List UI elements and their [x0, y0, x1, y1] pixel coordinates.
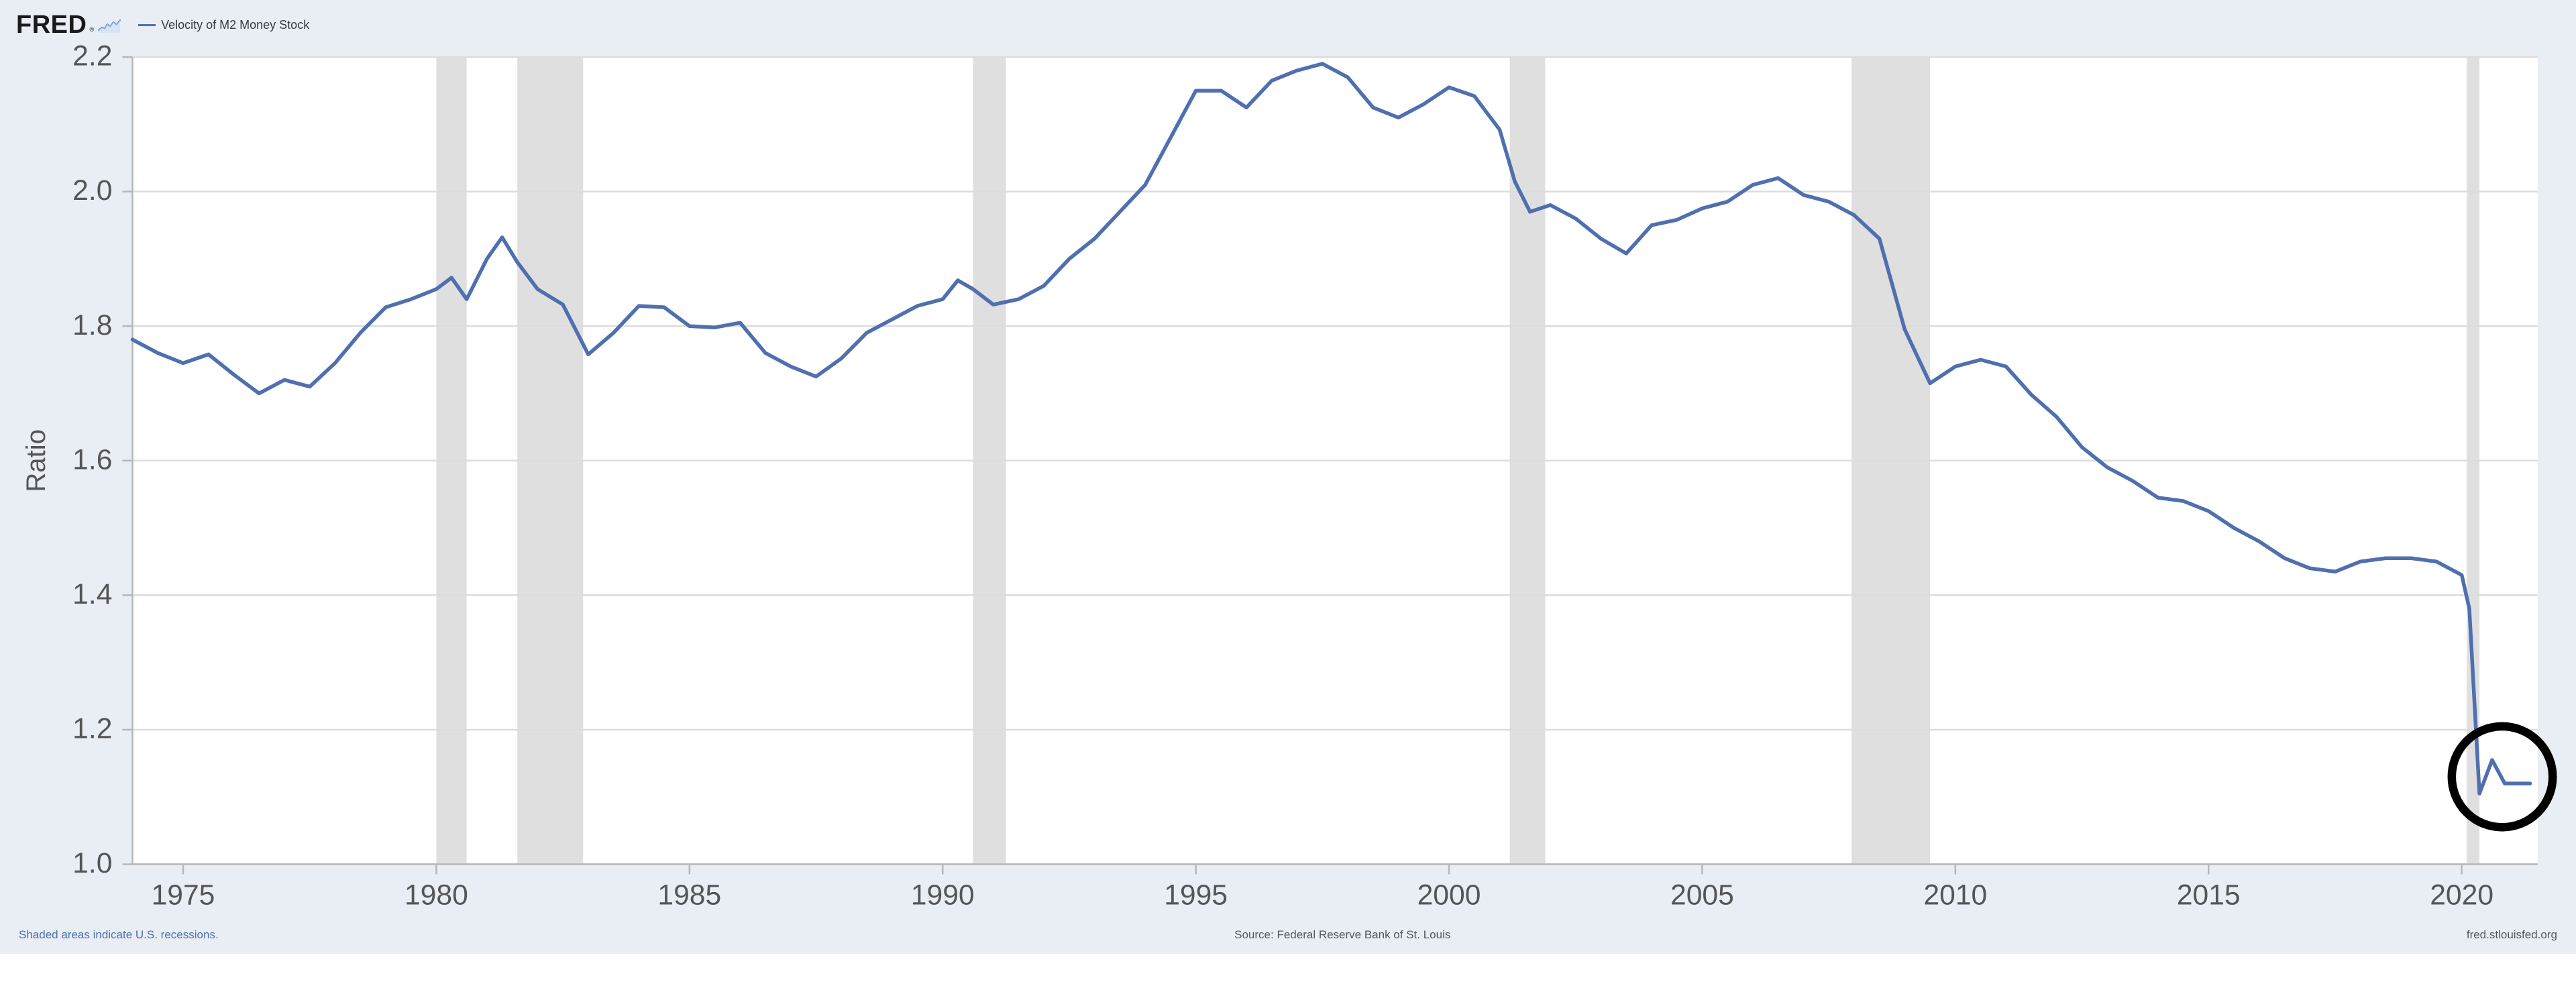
xtick-label: 1990: [911, 879, 975, 912]
yaxis-title: Ratio: [21, 429, 51, 492]
ytick-label: 2.0: [72, 174, 112, 207]
footer-source: Source: Federal Reserve Bank of St. Loui…: [1234, 928, 1450, 942]
xtick-label: 1980: [405, 879, 468, 912]
ytick-label: 2.2: [72, 44, 112, 72]
xtick-label: 1975: [152, 879, 215, 912]
xtick-label: 1985: [657, 879, 721, 912]
ytick-label: 1.2: [72, 712, 112, 745]
fred-trademark: ®: [89, 26, 94, 33]
chart-header: FRED ® Velocity of M2 Money Stock: [15, 9, 2561, 44]
xtick-label: 2000: [1417, 879, 1481, 912]
chart-svg: 1.0 1.2 1.4 1.6 1.8 2.0 2.2 1975 1980 1985 1990 199…: [15, 44, 2561, 922]
ytick-label: 1.0: [72, 847, 112, 879]
legend-swatch: [138, 24, 156, 26]
chart-area: 1.0 1.2 1.4 1.6 1.8 2.0 2.2 1975 1980 1985 1990 199…: [15, 44, 2561, 922]
chart-legend: Velocity of M2 Money Stock: [138, 18, 309, 32]
xtick-label: 1995: [1164, 879, 1228, 912]
fred-spark-icon: [98, 18, 121, 33]
xtick-label: 2010: [1923, 879, 1987, 912]
fred-logo: FRED ®: [16, 11, 121, 40]
chart-footer: Shaded areas indicate U.S. recessions. S…: [15, 922, 2561, 942]
legend-series-label: Velocity of M2 Money Stock: [161, 18, 309, 32]
footer-note-recessions: Shaded areas indicate U.S. recessions.: [19, 928, 219, 942]
ytick-label: 1.8: [72, 309, 112, 341]
ytick-label: 1.4: [72, 578, 112, 610]
xtick-label: 2015: [2177, 879, 2241, 912]
xtick-label: 2020: [2430, 879, 2493, 912]
footer-site: fred.stlouisfed.org: [2467, 928, 2557, 942]
page-root: FRED ® Velocity of M2 Money Stock 1.0 1.2…: [0, 0, 2576, 954]
ytick-label: 1.6: [72, 443, 112, 476]
xtick-label: 2005: [1670, 879, 1734, 912]
fred-logo-text: FRED: [16, 11, 87, 40]
